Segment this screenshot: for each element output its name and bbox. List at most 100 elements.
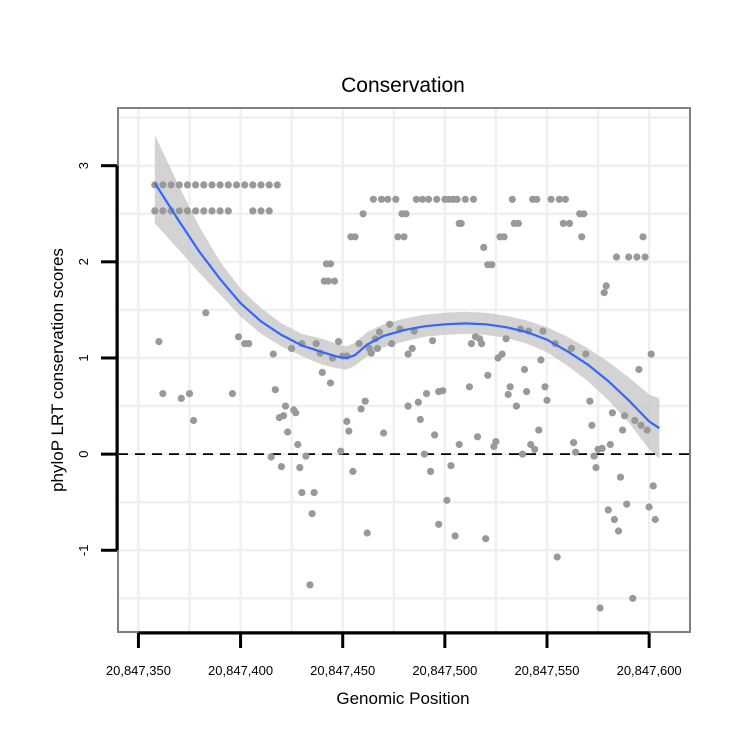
data-point [380,429,388,437]
data-point [192,207,200,215]
data-point [257,207,265,215]
data-point [294,440,302,449]
data-point [596,604,604,612]
data-point [588,421,596,429]
data-point [572,448,580,456]
data-point [402,210,410,218]
data-point [200,181,208,189]
data-point [473,433,482,441]
data-point [520,365,529,374]
data-point [159,207,167,215]
data-point [175,207,183,215]
data-point [277,463,285,471]
data-point [453,195,461,203]
data-point [384,195,392,203]
data-point [245,340,253,348]
data-point [543,396,551,404]
data-point [508,195,516,203]
data-point [518,450,527,458]
y-axis: -1 0 1 2 3 [76,162,119,556]
data-point [288,344,296,352]
data-point [465,383,473,391]
data-point [418,195,426,203]
data-point [433,195,441,203]
data-point [177,394,185,402]
data-point [302,452,310,460]
data-point [567,344,576,352]
data-point [541,383,549,391]
data-point [241,181,249,189]
data-point [185,390,194,398]
data-point [377,195,386,203]
data-point [555,195,563,203]
data-point [265,181,273,189]
data-point [284,428,292,436]
data-point [422,390,431,398]
x-tick-label: 20,847,450 [310,663,375,678]
data-point [257,181,265,189]
data-point [651,515,659,524]
data-point [625,253,633,261]
data-point [292,409,300,417]
data-point [484,371,492,379]
data-point [478,340,486,348]
data-point [324,277,332,285]
data-point [400,233,408,241]
data-point [616,473,625,481]
data-point [269,350,277,358]
data-point [523,388,531,396]
data-point [637,421,645,429]
data-point [216,181,224,189]
data-point [514,219,523,227]
y-axis-label: phyloP LRT conservation scores [48,248,67,492]
data-point [369,195,377,203]
data-point [232,181,241,189]
data-point [602,282,610,290]
data-point [488,261,496,269]
data-point [343,417,351,425]
data-point [431,431,439,439]
data-point [469,195,478,203]
data-point [606,440,614,449]
data-point [553,553,561,561]
y-tick-label: 2 [76,258,91,265]
data-point [565,219,574,227]
data-point [318,368,326,376]
y-tick-label: 1 [76,354,91,361]
data-point [506,383,514,391]
data-point [359,210,367,218]
data-point [451,532,459,540]
data-point [355,340,363,348]
data-point [183,207,192,215]
data-point [155,338,163,346]
data-point [296,464,304,472]
data-point [167,181,175,189]
y-tick-label: 0 [76,450,91,457]
data-point [621,412,629,420]
y-tick-label: 3 [76,162,91,169]
data-point [183,181,192,189]
data-point [502,335,510,343]
x-tick-label: 20,847,350 [106,663,171,678]
data-point [570,439,578,447]
x-axis: 20,847,350 20,847,400 20,847,450 20,847,500… [106,631,682,678]
data-point [645,503,653,511]
data-point [192,181,200,189]
x-axis-label: Genomic Position [336,689,469,708]
data-points [151,181,659,612]
data-point [537,356,545,364]
data-point [404,402,412,410]
data-point [273,181,281,189]
data-point [429,337,437,345]
data-point [306,581,314,589]
data-point [224,181,232,189]
data-point [455,440,463,449]
x-tick-label: 20,847,600 [617,663,682,678]
data-point [504,390,512,399]
data-point [649,482,657,490]
data-point [539,327,547,335]
data-point [345,427,353,435]
data-point [600,289,608,297]
smooth-curve [153,182,661,430]
data-point [408,344,416,352]
